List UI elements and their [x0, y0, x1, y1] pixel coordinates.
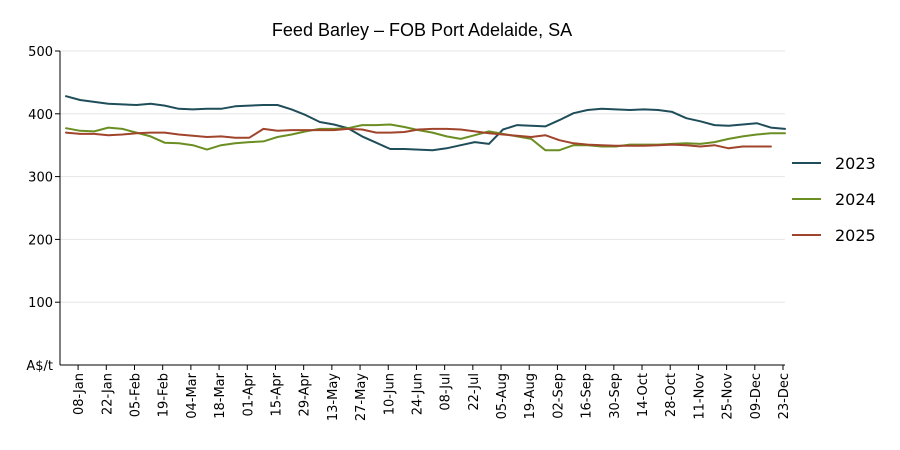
series-lines: [65, 95, 786, 152]
chart-title: Feed Barley – FOB Port Adelaide, SA: [272, 20, 572, 40]
y-tick-label: 300: [28, 171, 53, 186]
x-tick-label: 08-Jan: [72, 373, 87, 415]
x-tick-label: 10-Jun: [382, 373, 397, 415]
legend-label-2023: 2023: [835, 154, 876, 173]
x-tick-label: 29-Apr: [298, 372, 313, 416]
x-tick-label: 22-Jan: [100, 373, 115, 415]
x-tick-label: 08-Jul: [439, 373, 454, 411]
x-tick-label: 18-Mar: [213, 372, 228, 418]
x-tick-label: 16-Sep: [580, 373, 595, 419]
x-tick-label: 05-Aug: [495, 373, 510, 419]
x-tick-label: 02-Sep: [551, 373, 566, 419]
x-tick-label: 30-Sep: [608, 373, 623, 419]
x-tick-label: 28-Oct: [664, 373, 679, 417]
x-tick-label: 01-Apr: [241, 372, 256, 416]
x-tick-label: 09-Dec: [749, 373, 764, 419]
x-tick-label: 13-May: [326, 373, 341, 421]
x-tick-label: 05-Feb: [128, 373, 143, 417]
legend-label-2025: 2025: [835, 226, 876, 245]
series-line-2025: [65, 127, 772, 150]
x-tick-label: 24-Jun: [410, 373, 425, 415]
y-axis-label: A$/t: [26, 359, 53, 374]
y-tick-label: 100: [28, 296, 53, 311]
series-line-2023: [65, 95, 786, 152]
axes: 100 200 300 400 500 A$/t 08-Jan 22-Jan 05-Feb 19-…: [26, 45, 792, 421]
x-tick-label: 22-Jul: [467, 373, 482, 411]
x-tick-label: 15-Apr: [269, 372, 284, 416]
x-tick-label: 19-Feb: [157, 373, 172, 417]
x-tick-label: 23-Dec: [777, 373, 792, 419]
legend: 2023 2024 2025: [792, 154, 876, 245]
x-tick-label: 27-May: [354, 373, 369, 421]
y-tick-label: 400: [28, 108, 53, 123]
legend-label-2024: 2024: [835, 190, 876, 209]
y-tick-label: 500: [28, 45, 53, 60]
x-tick-label: 14-Oct: [636, 373, 651, 417]
x-tick-label: 19-Aug: [523, 373, 538, 419]
x-tick-label: 25-Nov: [721, 373, 736, 420]
x-tick-label: 04-Mar: [185, 372, 200, 418]
x-tick-label: 11-Nov: [692, 373, 707, 420]
y-tick-label: 200: [28, 233, 53, 248]
gridlines: [60, 50, 785, 303]
